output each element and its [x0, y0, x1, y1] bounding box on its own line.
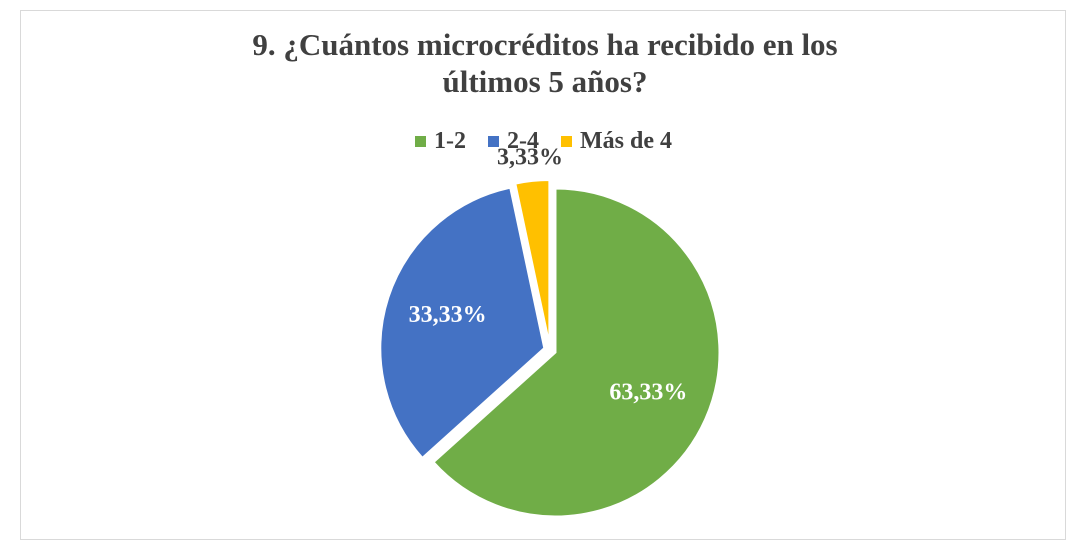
legend-label: 2-4 [507, 128, 539, 154]
chart: 63,33% 33,33% 3,33% [379, 145, 721, 518]
pie-slice [379, 186, 546, 460]
pie-slice [514, 179, 551, 345]
legend-item: 1-2 [415, 128, 466, 155]
chart-title: 9. ¿Cuántos microcréditos ha recibido en… [252, 27, 838, 99]
data-label: 63,33% [609, 379, 687, 405]
pie-slice [432, 187, 721, 518]
data-label: 33,33% [409, 302, 487, 328]
legend-item: 2-4 [488, 128, 539, 155]
legend-swatch [415, 136, 426, 147]
data-label: 3,33% [497, 145, 563, 171]
page: 9. ¿Cuántos microcréditos ha recibido en… [0, 10, 1087, 540]
legend-item: Más de 4 [561, 128, 672, 155]
legend-swatch [561, 136, 572, 147]
legend: 1-2 2-4 Más de 4 [0, 128, 1087, 155]
legend-label: 1-2 [434, 128, 466, 154]
legend-swatch [488, 136, 499, 147]
legend-label: Más de 4 [580, 128, 672, 154]
